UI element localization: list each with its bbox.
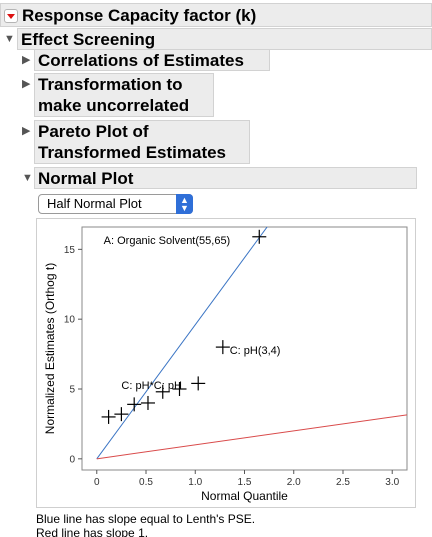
updown-chevron-icon[interactable]: ▲ ▼ bbox=[176, 194, 193, 214]
pareto-title-line1: Pareto Plot of bbox=[38, 122, 149, 141]
lenth-pse-line bbox=[96, 227, 268, 460]
data-point[interactable] bbox=[155, 384, 170, 399]
correlations-header[interactable]: Correlations of Estimates bbox=[34, 49, 270, 71]
half-normal-plot: 0 0.5 1.0 1.5 2.0 2.5 3.0 0 5 10 15 Normal Quantile… bbox=[43, 226, 408, 503]
point-label: A: Organic Solvent(55,65) bbox=[104, 235, 231, 247]
effect-screening-title: Effect Screening bbox=[21, 30, 156, 49]
plot-type-select[interactable]: Half Normal Plot ▲ ▼ bbox=[38, 194, 193, 214]
response-header[interactable]: Response Capacity factor (k) bbox=[0, 3, 432, 27]
point-label: C: pH(3,4) bbox=[230, 345, 281, 357]
x-tick-label: 0 bbox=[94, 477, 100, 488]
y-axis-label: Normalized Estimates (Orthog t) bbox=[43, 263, 57, 434]
y-tick-label: 0 bbox=[69, 454, 75, 465]
transformation-title-line2: make uncorrelated bbox=[38, 96, 190, 115]
data-point[interactable] bbox=[191, 376, 206, 391]
blue-line-note: Blue line has slope equal to Lenth's PSE… bbox=[36, 512, 256, 526]
slope-one-line bbox=[96, 414, 407, 460]
disclosure-closed-icon[interactable]: ▶ bbox=[22, 78, 31, 90]
normal-plot-frame: 0 0.5 1.0 1.5 2.0 2.5 3.0 0 5 10 15 Normal Quantile… bbox=[36, 218, 416, 508]
data-point[interactable] bbox=[215, 340, 230, 355]
y-tick-label: 5 bbox=[69, 385, 75, 396]
red-line-note: Red line has slope 1. bbox=[36, 526, 149, 537]
plot-area bbox=[81, 226, 408, 471]
transformation-title-line1: Transformation to bbox=[38, 75, 183, 94]
transformation-header[interactable]: Transformation to make uncorrelated bbox=[34, 73, 214, 117]
correlations-title: Correlations of Estimates bbox=[38, 51, 244, 70]
data-point[interactable] bbox=[127, 397, 142, 412]
disclosure-closed-icon[interactable]: ▶ bbox=[22, 54, 31, 66]
y-tick-label: 10 bbox=[64, 315, 76, 326]
x-tick-label: 3.0 bbox=[385, 477, 399, 488]
effect-screening-header[interactable]: Effect Screening bbox=[17, 28, 432, 50]
x-axis-label: Normal Quantile bbox=[201, 489, 288, 503]
normal-plot-title: Normal Plot bbox=[38, 169, 134, 188]
x-tick-label: 2.5 bbox=[336, 477, 350, 488]
data-point[interactable] bbox=[101, 409, 116, 424]
x-tick-label: 0.5 bbox=[139, 477, 153, 488]
pareto-header[interactable]: Pareto Plot of Transformed Estimates bbox=[34, 120, 250, 164]
normal-plot-header[interactable]: Normal Plot bbox=[34, 167, 417, 189]
disclosure-closed-icon[interactable]: ▶ bbox=[22, 125, 31, 137]
x-tick-label: 2.0 bbox=[287, 477, 301, 488]
data-point[interactable] bbox=[252, 229, 267, 244]
y-tick-label: 15 bbox=[64, 245, 76, 256]
point-label: C: pH*C: pH bbox=[121, 380, 182, 392]
data-point[interactable] bbox=[140, 395, 155, 410]
disclosure-open-icon[interactable]: ▼ bbox=[4, 33, 15, 45]
response-title: Response Capacity factor (k) bbox=[22, 6, 257, 25]
disclosure-open-icon[interactable]: ▼ bbox=[22, 172, 33, 184]
x-tick-label: 1.5 bbox=[238, 477, 252, 488]
red-triangle-menu-icon[interactable] bbox=[4, 9, 18, 23]
data-point[interactable] bbox=[114, 407, 129, 422]
data-point[interactable] bbox=[172, 382, 187, 396]
pareto-title-line2: Transformed Estimates bbox=[38, 143, 227, 162]
x-tick-label: 1.0 bbox=[188, 477, 202, 488]
plot-type-value: Half Normal Plot bbox=[47, 196, 142, 211]
